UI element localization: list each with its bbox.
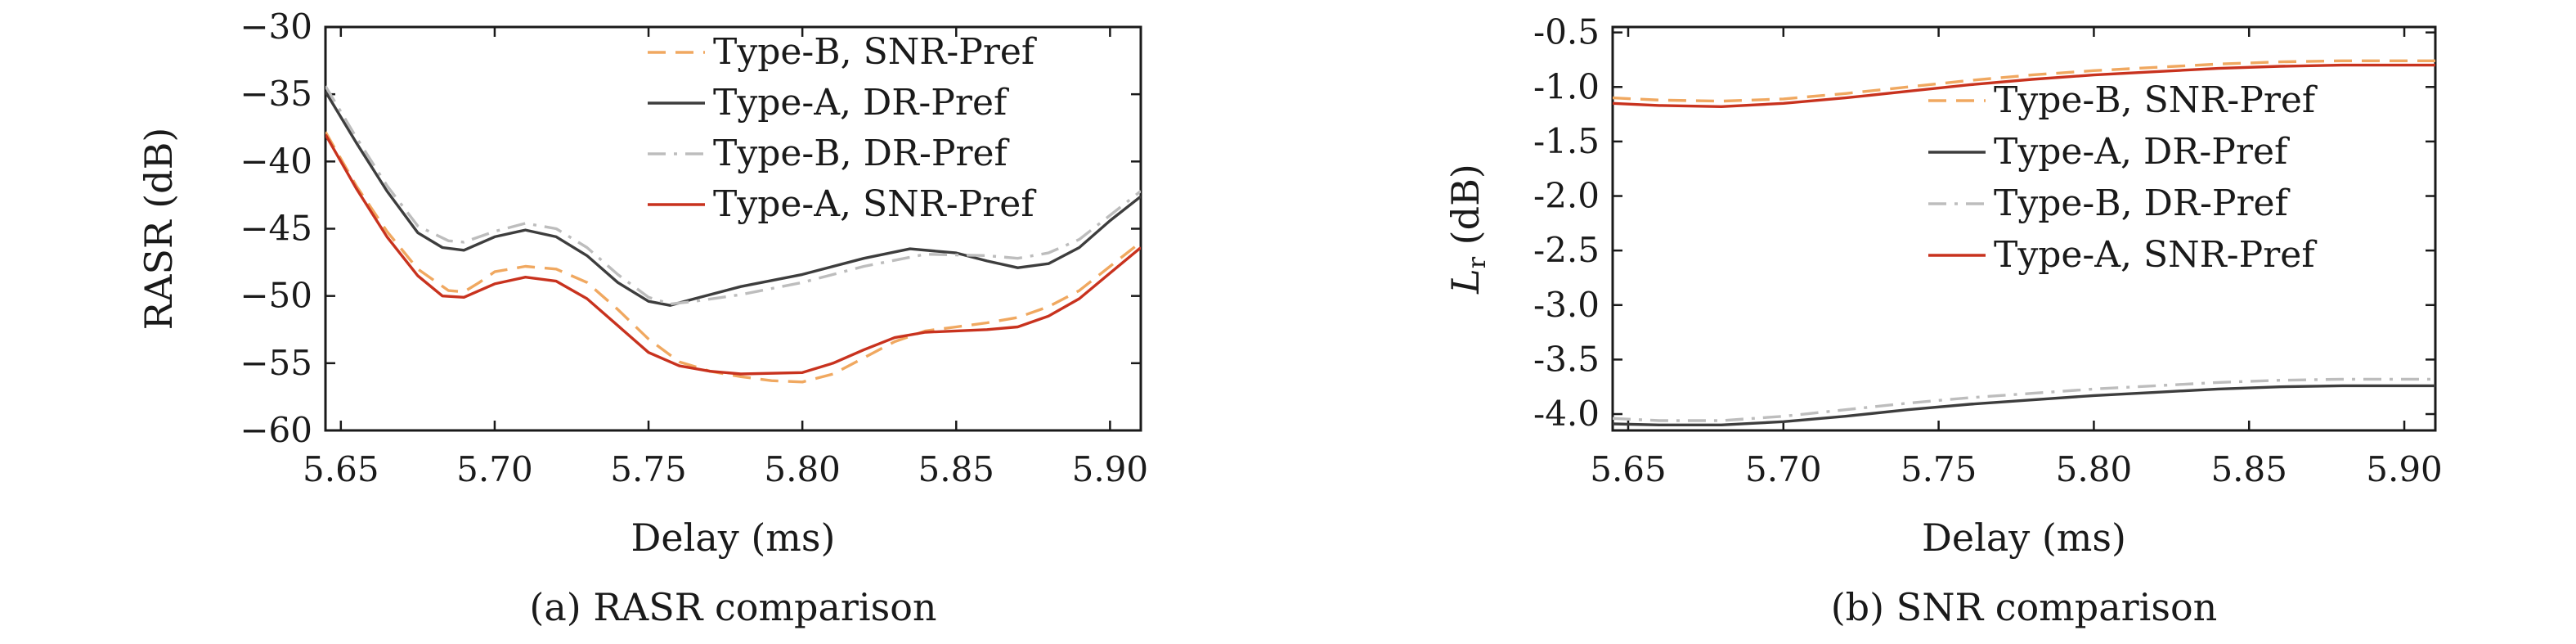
- x-tick-label: 5.65: [1590, 449, 1667, 489]
- series-line-4: [1613, 63, 2435, 108]
- series-group-rasr: [325, 85, 1141, 384]
- y-tick-label: -0.5: [1533, 12, 1600, 52]
- legend-label-3: Type-B, DR-Pref: [713, 133, 1010, 174]
- y-tick-label: -3.5: [1533, 339, 1600, 379]
- y-tick-label: -1.5: [1533, 121, 1600, 161]
- y-tick-label: −35: [240, 74, 312, 114]
- series-group-snr: [1613, 59, 2435, 426]
- y-tick-label: −45: [240, 209, 312, 249]
- plot-frame-snr: [1611, 25, 2437, 432]
- y-axis-label-subscript: r: [1463, 256, 1492, 268]
- x-axis-label-snr: Delay (ms): [1922, 516, 2126, 560]
- y-axis-label-rasr: RASR (dB): [137, 128, 181, 331]
- legend-rasr: Type-B, SNR-Pref Type-A, DR-Pref Type-B, D…: [648, 31, 1037, 225]
- y-axis-label-snr: Lr (dB): [1443, 164, 1492, 295]
- legend-snr: Type-B, SNR-Pref Type-A, DR-Pref Type-B, D…: [1928, 79, 2318, 276]
- y-tick-label: -2.0: [1533, 176, 1600, 216]
- y-tick-label: −55: [240, 343, 312, 383]
- legend-label-2: Type-A, DR-Pref: [713, 82, 1009, 124]
- x-tick-label: 5.65: [303, 449, 379, 489]
- legend-label-4: Type-A, SNR-Pref: [1994, 234, 2317, 276]
- y-tick-label: -4.0: [1533, 394, 1600, 434]
- x-tick-label: 5.70: [456, 449, 533, 489]
- series-line-2: [325, 91, 1141, 307]
- x-tick-label: 5.90: [1072, 449, 1149, 489]
- x-tick-label: 5.75: [610, 449, 687, 489]
- tick-group-snr: 5.65 5.70 5.75 5.80 5.85 5.90 -4.0 -3.5 -3.0 -2.5…: [1533, 12, 2443, 489]
- tick-group-rasr: 5.65 5.70 5.75 5.80 5.85 5.90 −60 −55 −50 −45 −40 −…: [240, 7, 1148, 489]
- series-line-3: [325, 85, 1141, 306]
- x-tick-label: 5.80: [764, 449, 841, 489]
- x-tick-label: 5.70: [1745, 449, 1822, 489]
- x-tick-label: 5.75: [1901, 449, 1977, 489]
- legend-label-1: Type-B, SNR-Pref: [713, 31, 1037, 73]
- y-axis-label-symbol: L: [1443, 268, 1488, 295]
- legend-label-1: Type-B, SNR-Pref: [1994, 79, 2318, 121]
- legend-label-3: Type-B, DR-Pref: [1994, 182, 2291, 224]
- series-line-4: [325, 133, 1141, 376]
- y-tick-label: -3.0: [1533, 285, 1600, 325]
- y-tick-label: −50: [240, 276, 312, 316]
- caption-rasr: (a) RASR comparison: [529, 585, 936, 629]
- y-tick-label: −30: [240, 7, 312, 47]
- x-tick-label: 5.85: [918, 449, 995, 489]
- y-tick-label: −60: [240, 410, 312, 450]
- series-line-3: [1613, 377, 2435, 422]
- x-tick-label: 5.90: [2366, 449, 2443, 489]
- panel-snr: 5.65 5.70 5.75 5.80 5.85 5.90 -4.0 -3.5 -3.0 -2.5…: [1443, 12, 2443, 629]
- x-tick-label: 5.80: [2056, 449, 2133, 489]
- legend-label-4: Type-A, SNR-Pref: [713, 183, 1036, 225]
- y-tick-label: −40: [240, 141, 312, 181]
- x-tick-label: 5.85: [2210, 449, 2287, 489]
- series-line-2: [1613, 384, 2435, 426]
- panel-rasr: 5.65 5.70 5.75 5.80 5.85 5.90 −60 −55 −50 −45 −40 −…: [137, 7, 1148, 629]
- y-tick-label: -2.5: [1533, 230, 1600, 270]
- y-tick-label: -1.0: [1533, 66, 1600, 106]
- series-line-1: [1613, 59, 2435, 103]
- x-axis-label-rasr: Delay (ms): [631, 516, 836, 560]
- y-axis-label-unit: (dB): [1443, 164, 1488, 257]
- caption-snr: (b) SNR comparison: [1831, 585, 2218, 629]
- legend-label-2: Type-A, DR-Pref: [1994, 131, 2290, 173]
